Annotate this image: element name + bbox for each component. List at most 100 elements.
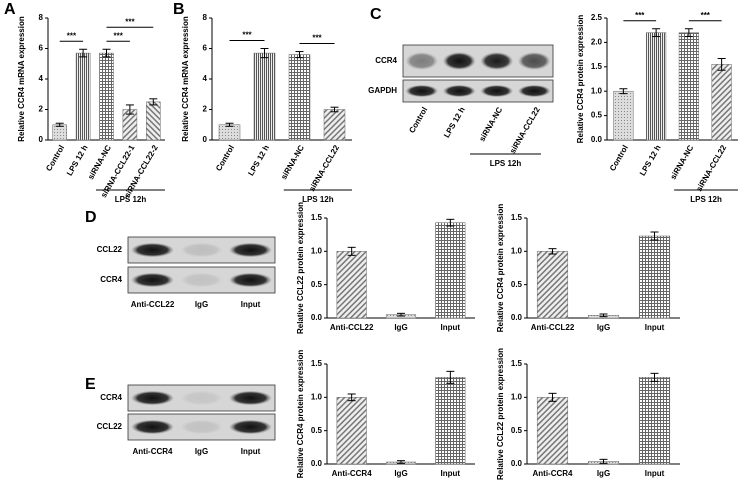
y-axis-label: Relative CCR4 mRNA expression [17, 16, 26, 142]
band [179, 242, 224, 258]
y-tick-label: 0.0 [511, 313, 523, 322]
row-label: CCR4 [375, 56, 397, 65]
x-tick-label: siRNA-NC [669, 143, 696, 181]
band [405, 84, 439, 98]
error-bar [295, 51, 304, 59]
significance-label: *** [242, 31, 252, 40]
group-label: LPS 12h [690, 195, 722, 204]
y-tick-label: 1.5 [591, 62, 603, 71]
y-tick-label: 0 [203, 135, 208, 144]
error-bar [548, 392, 557, 402]
error-bar [55, 122, 64, 127]
error-bar [125, 104, 134, 115]
row-label: CCL22 [97, 245, 123, 254]
panel-label: A [4, 1, 16, 18]
error-bar [548, 248, 557, 255]
band [517, 84, 551, 98]
y-tick-label: 2 [39, 105, 44, 114]
y-tick-label: 0.5 [591, 111, 603, 120]
band [480, 52, 514, 70]
error-bar [650, 231, 659, 241]
bar [536, 251, 569, 319]
y-tick-label: 1.5 [511, 359, 523, 368]
x-tick-label: LPS 12 h [65, 143, 90, 177]
lane-label: siRNA-NC [477, 105, 504, 143]
row-label: CCR4 [100, 393, 122, 402]
y-axis-label: Relative CCR4 protein expression [496, 204, 505, 333]
band [405, 52, 439, 70]
significance-label: *** [701, 11, 711, 20]
error-bar [599, 458, 608, 464]
band [228, 242, 273, 258]
band [228, 419, 273, 435]
panel-label: D [85, 209, 97, 226]
bar [323, 109, 346, 141]
lane-label: Control [407, 106, 429, 135]
bar [711, 64, 732, 141]
lane-label: Input [241, 300, 261, 309]
x-tick-label: IgG [597, 323, 610, 332]
error-bar [225, 122, 234, 127]
x-tick-label: Control [44, 144, 66, 173]
y-tick-label: 1.0 [591, 86, 603, 95]
x-tick-label: IgG [394, 323, 407, 332]
lane-label: IgG [195, 447, 208, 456]
significance-label: *** [114, 31, 124, 40]
significance-label: *** [635, 11, 645, 20]
y-axis-label: Relative CCR4 mRNA expression [181, 16, 190, 142]
y-tick-label: 1.0 [311, 392, 323, 401]
x-tick-label: Anti-CCL22 [330, 323, 374, 332]
bar [99, 52, 114, 141]
significance-label: *** [312, 34, 322, 43]
lane-label: Anti-CCR4 [133, 447, 174, 456]
error-bar [717, 58, 726, 71]
bar [146, 101, 161, 141]
bar [646, 32, 667, 141]
band [130, 390, 175, 406]
row-label: GAPDH [368, 86, 397, 95]
lane-label: LPS 12 h [442, 105, 467, 139]
lane-label: siRNA-CCL22 [508, 105, 542, 155]
band [130, 242, 175, 258]
x-tick-label: Input [441, 469, 461, 478]
band [228, 390, 273, 406]
y-tick-label: 0.0 [591, 135, 603, 144]
y-tick-label: 8 [203, 13, 208, 22]
error-bar [650, 372, 659, 382]
y-tick-label: 8 [39, 13, 44, 22]
bar [678, 32, 699, 141]
band [517, 52, 551, 70]
bar [288, 54, 311, 141]
bar [435, 377, 466, 465]
x-tick-label: siRNA-CCL22 [307, 143, 341, 193]
bar [218, 124, 241, 141]
error-bar [619, 88, 628, 95]
panel-label: C [370, 6, 382, 23]
x-tick-label: Anti-CCR4 [332, 469, 373, 478]
error-bar [599, 313, 608, 318]
y-axis-label: Relative CCR4 protein expression [576, 15, 585, 144]
bar [638, 377, 671, 465]
panel-label: E [85, 376, 96, 393]
lane-label: IgG [195, 300, 208, 309]
error-bar [347, 246, 356, 256]
band [179, 390, 224, 406]
error-bar [446, 370, 455, 384]
error-bar [102, 48, 111, 58]
blot-strip [402, 79, 554, 103]
band [179, 419, 224, 435]
bar [253, 52, 276, 141]
x-tick-label: siRNA-NC [279, 143, 306, 181]
x-tick-label: Input [645, 323, 665, 332]
lane-label: Anti-CCL22 [131, 300, 175, 309]
error-bar [446, 218, 455, 227]
bar [336, 251, 367, 319]
y-tick-label: 2 [203, 105, 208, 114]
group-label: LPS 12h [115, 195, 147, 204]
band [179, 272, 224, 288]
y-tick-label: 0 [39, 135, 44, 144]
error-bar [397, 460, 405, 464]
y-tick-label: 2.5 [591, 13, 603, 22]
bar [536, 397, 569, 465]
error-bar [652, 28, 661, 38]
